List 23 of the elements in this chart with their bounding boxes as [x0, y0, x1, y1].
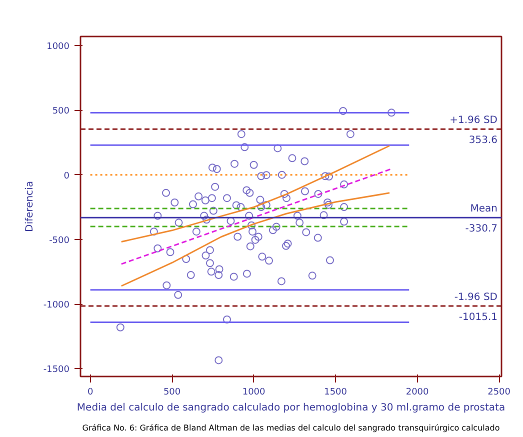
annotation: -330.7 [465, 224, 498, 235]
x-tick-label: 0 [87, 388, 94, 398]
y-axis-title: Diferencia [24, 181, 36, 232]
y-tick-label: -500 [49, 236, 70, 246]
annotation: -1015.1 [458, 312, 498, 324]
text: Gráfica No. 6: Gráfica de Bland Altman de las medias del calculo del sangrado transquirúrgico calculado [82, 424, 500, 432]
line-series [120, 192, 390, 287]
y-tick-label: -1000 [43, 300, 70, 311]
line-series [120, 144, 390, 243]
annotation: 353.6 [468, 135, 498, 146]
y-tick-label: -1500 [43, 365, 70, 376]
ref-line-label: Mean [470, 204, 498, 215]
x-tick-label: 500 [163, 388, 181, 398]
x-tick-label: 1000 [242, 388, 266, 398]
y-tick-label: 0 [64, 171, 70, 182]
x-tick-label: 1500 [324, 388, 348, 398]
y-tick-label: 500 [52, 106, 70, 117]
ref-line-label: +1.96 SD [450, 115, 498, 126]
x-tick-label: 2000 [406, 388, 430, 398]
y-tick-label: 1000 [46, 42, 70, 52]
x-tick-label: 2500 [488, 388, 511, 398]
ref-line-label: -1.96 SD [454, 292, 498, 304]
x-axis-title: Media del calculo de sangrado calculado por hemoglobina y 30 ml.gramo de prostata [76, 402, 506, 414]
